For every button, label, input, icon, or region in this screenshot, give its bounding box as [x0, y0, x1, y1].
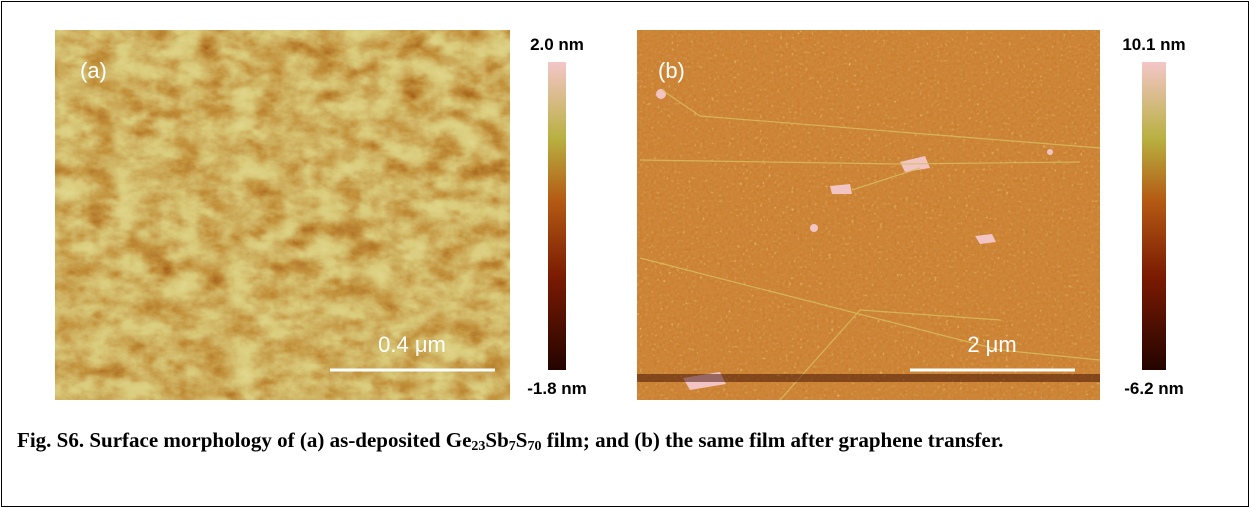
colorbar-min: -1.8 nm	[527, 379, 587, 398]
colorbar	[1142, 62, 1166, 370]
scale-bar-label: 0.4 μm	[378, 332, 446, 357]
colorbar-min: -6.2 nm	[1124, 379, 1184, 398]
caption-text: Fig. S6. Surface morphology of (a) as-de…	[17, 428, 471, 452]
panel-label: (b)	[658, 58, 685, 83]
subscript: 23	[471, 439, 485, 454]
page: (a) 0.4 μm 2.0 nm -1.8 nm (b) 2 μm 10.1 …	[0, 0, 1250, 508]
scan-line	[637, 374, 1100, 382]
caption-text: film; and (b) the same film after graphe…	[541, 428, 1003, 452]
caption-text: Sb	[485, 428, 508, 452]
afm-image-b	[637, 30, 1100, 400]
colorbar-max: 2.0 nm	[530, 35, 584, 54]
subscript: 7	[509, 439, 516, 454]
colorbar	[548, 62, 566, 370]
scale-bar-label: 2 μm	[967, 332, 1016, 357]
colorbar-max: 10.1 nm	[1122, 35, 1185, 54]
figure: (a) 0.4 μm 2.0 nm -1.8 nm (b) 2 μm 10.1 …	[0, 0, 1250, 420]
panel-label: (a)	[80, 58, 107, 83]
caption-text: S	[516, 428, 528, 452]
subscript: 70	[527, 439, 541, 454]
caption: Fig. S6. Surface morphology of (a) as-de…	[17, 424, 1229, 456]
